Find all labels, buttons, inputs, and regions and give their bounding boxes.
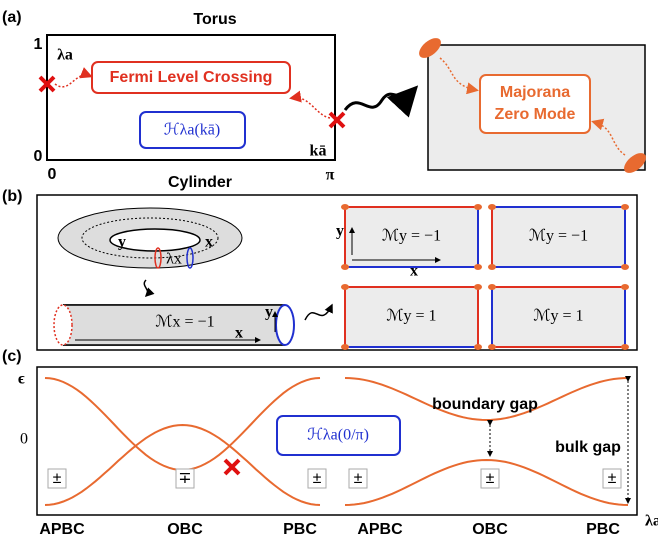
cylinder-end: [53, 304, 73, 346]
crossing-mark: [223, 458, 241, 476]
arrow: [343, 85, 419, 118]
label: x: [205, 234, 213, 251]
majorana-mode: [488, 204, 496, 210]
tick: 1: [34, 36, 43, 53]
mirror-box: [492, 207, 625, 267]
mirror-box: [345, 287, 478, 347]
hamiltonian-text: ℋλa(0/π): [307, 427, 369, 444]
sign-box: [348, 468, 368, 489]
axis-label: kā: [310, 143, 327, 160]
panel-label: (c): [2, 348, 22, 365]
tick: 0: [48, 166, 57, 183]
majorana-mode: [624, 153, 646, 173]
majorana-text: Majorana: [500, 84, 570, 101]
majorana-box: [479, 74, 591, 134]
arrow: [304, 303, 333, 321]
sign: ±: [354, 470, 363, 487]
title: Cylinder: [168, 174, 232, 191]
x-label: PBC: [586, 521, 620, 537]
mirror-label: ℳy = 1: [386, 308, 436, 325]
mirror-label: ℳy = −1: [382, 228, 441, 245]
label: λx: [166, 251, 182, 268]
sign-box: [307, 468, 327, 489]
crossing-mark: [38, 75, 346, 129]
band-curve: [44, 423, 321, 506]
axis-label: λa: [57, 47, 73, 64]
majorana-mode: [341, 344, 349, 350]
hamiltonian-box: [139, 111, 246, 149]
hamiltonian-box: [276, 415, 401, 456]
axis-label: ϵ: [18, 371, 25, 388]
panel-label: (b): [2, 188, 22, 205]
label: y: [118, 234, 126, 251]
cut: [154, 247, 162, 269]
label: x: [410, 263, 418, 280]
majorana-mode: [474, 264, 482, 270]
majorana-mode: [341, 284, 349, 290]
sign: ±: [53, 470, 62, 487]
crossing-text: Fermi Level Crossing: [110, 69, 273, 86]
tick: π: [326, 167, 335, 184]
label: y: [265, 304, 273, 321]
panel-label: (a): [2, 9, 22, 26]
majorana-mode: [341, 264, 349, 270]
label: x: [235, 325, 243, 342]
cut: [186, 247, 194, 269]
arrow: [143, 279, 155, 298]
majorana-mode: [621, 204, 629, 210]
tick: 0: [20, 431, 28, 448]
x-label: APBC: [357, 521, 403, 537]
mirror-label: ℳy = 1: [533, 308, 583, 325]
majorana-mode: [621, 344, 629, 350]
majorana-mode: [488, 344, 496, 350]
annotation: bulk gap: [555, 439, 621, 456]
mirror-label: ℳy = −1: [529, 228, 588, 245]
majorana-mode: [488, 284, 496, 290]
arrow: [439, 57, 479, 95]
majorana-mode: [419, 38, 441, 58]
sign-box: [175, 468, 195, 489]
title: Torus: [193, 11, 236, 28]
hamiltonian-text: ℋλa(kā): [164, 122, 220, 139]
tick: 0: [34, 148, 43, 165]
majorana-mode: [474, 344, 482, 350]
majorana-mode: [474, 204, 482, 210]
band-curve: [344, 458, 629, 506]
sign-box: [480, 468, 500, 489]
mirror-box: [492, 287, 625, 347]
arrow: [289, 90, 331, 119]
axis-label: λa: [645, 513, 658, 530]
x-label: APBC: [39, 521, 85, 537]
majorana-mode: [474, 284, 482, 290]
mirror-label: ℳx = −1: [155, 314, 214, 331]
x-label: OBC: [167, 521, 203, 537]
majorana-text: Zero Mode: [495, 106, 576, 123]
torus-loop: [81, 217, 219, 259]
cylinder-edge: [63, 304, 285, 346]
majorana-mode: [621, 284, 629, 290]
annotation: boundary gap: [432, 396, 538, 413]
majorana-mode: [341, 204, 349, 210]
sign: ±: [486, 470, 495, 487]
sign-box: [602, 468, 622, 489]
sign: ±: [608, 470, 617, 487]
cylinder-body: [63, 305, 285, 345]
sign: ±: [313, 470, 322, 487]
band-curve: [344, 377, 629, 422]
majorana-mode: [488, 264, 496, 270]
mirror-box: [345, 207, 478, 267]
majorana-mode: [621, 264, 629, 270]
arrow: [591, 118, 626, 156]
label: y: [336, 223, 344, 240]
sign: ∓: [178, 470, 191, 487]
cylinder-end: [275, 304, 295, 346]
sign-box: [47, 468, 67, 489]
x-label: OBC: [472, 521, 508, 537]
x-label: PBC: [283, 521, 317, 537]
